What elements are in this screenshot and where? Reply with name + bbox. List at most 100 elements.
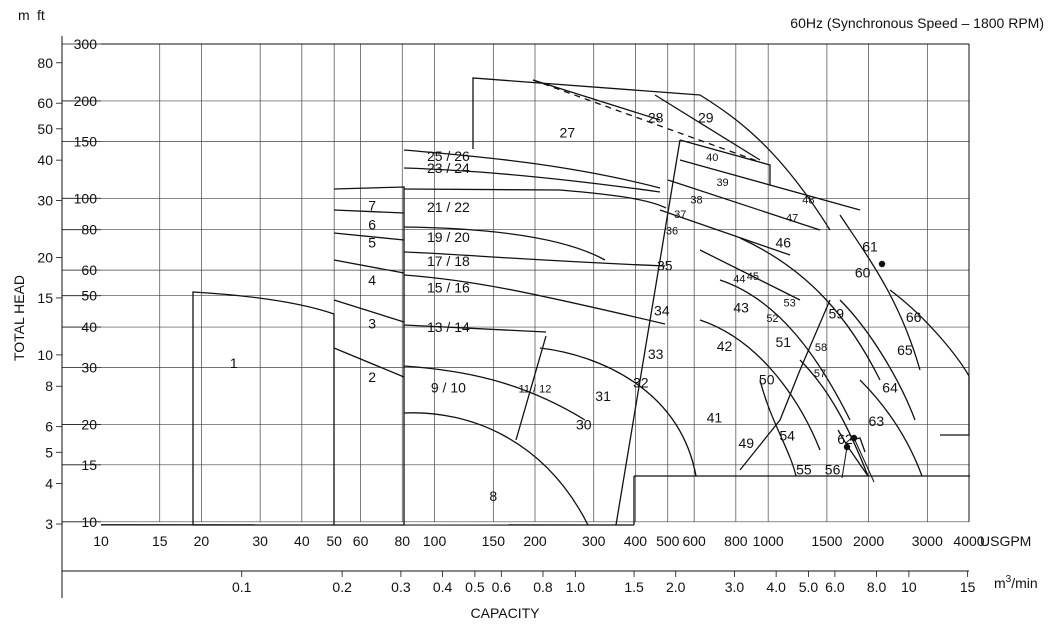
zone-label: 9 / 10: [431, 380, 466, 396]
zone-boundary: [532, 79, 661, 121]
x-tick-label-m3min: 0.3: [391, 579, 411, 595]
zone-label: 33: [648, 346, 664, 362]
zone-label: 7: [368, 198, 376, 214]
y-tick-label-m: 80: [37, 55, 53, 71]
zone-label: 5: [368, 235, 376, 251]
zone-label: 60: [855, 264, 871, 280]
zone-label: 57: [814, 368, 826, 380]
zone-boundary: [659, 209, 791, 256]
x-tick-label-m3min: 0.1: [232, 579, 252, 595]
zone-boundary: [403, 324, 547, 333]
zone-boundary: [739, 237, 881, 381]
zone-label: 36: [666, 226, 678, 238]
zone-boundary: [759, 379, 797, 477]
zone-boundary: [654, 94, 761, 161]
x-tick-label-m3min: 6.0: [825, 579, 845, 595]
chart-title: 60Hz (Synchronous Speed – 1800 RPM): [790, 15, 1044, 31]
x-tick-label-usgpm: 150: [482, 533, 506, 549]
zone-boundary: [799, 359, 869, 477]
zone-boundary: [403, 167, 661, 193]
zone-boundary: [719, 279, 851, 421]
zone-label: 53: [784, 297, 796, 309]
x-tick-label-usgpm: 30: [252, 533, 268, 549]
zone-boundary: [739, 299, 831, 471]
x-tick-label-usgpm: 50: [326, 533, 342, 549]
zone-label: 1: [230, 355, 238, 371]
x-axis-label: CAPACITY: [471, 605, 541, 621]
x-tick-label-usgpm: 80: [394, 533, 410, 549]
zone-boundary: [403, 251, 666, 267]
zone-boundary: [889, 289, 970, 377]
leader-line: [841, 446, 848, 479]
x-tick-label-m3min: 2.0: [666, 579, 686, 595]
zone-label: 63: [869, 413, 885, 429]
x-tick-label-m3min: 5.0: [799, 579, 819, 595]
zone-label: 52: [766, 313, 778, 325]
y-tick-label-ft: 200: [74, 93, 98, 109]
zone-boundary: [192, 291, 335, 526]
y-tick-label-m: 3: [45, 516, 53, 532]
zone-label: 55: [796, 462, 812, 478]
y-tick-label-ft: 50: [81, 288, 97, 304]
y-tick-label-ft: 30: [81, 359, 97, 375]
y-tick-label-ft: 150: [74, 133, 98, 149]
zone-label: 37: [674, 209, 686, 221]
x-tick-label-m3min: 15: [960, 579, 976, 595]
zone-boundaries: [100, 77, 970, 526]
x-tick-label-usgpm: 3000: [912, 533, 943, 549]
x-tick-label-m3min: 1.5: [624, 579, 644, 595]
x-tick-label-m3min: 4.0: [766, 579, 786, 595]
zone-label: 58: [815, 342, 827, 354]
zone-boundary: [403, 274, 666, 325]
zone-boundary: [515, 335, 547, 441]
x-tick-label-usgpm: 20: [194, 533, 210, 549]
y-axis-label: TOTAL HEAD: [11, 275, 27, 361]
zone-label: 51: [775, 334, 791, 350]
y-unit-ft: ft: [37, 7, 45, 23]
zone-boundary: [699, 319, 821, 451]
zone-label: 3: [368, 316, 376, 332]
zone-boundary: [403, 188, 667, 209]
zone-boundary: [333, 209, 405, 214]
zone-label: 48: [802, 194, 814, 206]
zone-label: 32: [633, 374, 649, 390]
zone-label: 31: [595, 388, 611, 404]
x-tick-label-usgpm: 100: [423, 533, 447, 549]
y-tick-label-ft: 40: [81, 319, 97, 335]
zone-label: 23 / 24: [427, 160, 470, 176]
x-tick-label-m3min: 0.4: [433, 579, 453, 595]
x-tick-label-usgpm: 1000: [753, 533, 784, 549]
y-tick-label-m: 40: [37, 152, 53, 168]
zone-boundary: [403, 412, 589, 526]
zone-label: 25 / 26: [427, 148, 470, 164]
zone-label: 46: [775, 235, 791, 251]
zone-label: 50: [759, 372, 775, 388]
y-tick-label-m: 60: [37, 95, 53, 111]
zone-boundary: [539, 347, 697, 477]
x-tick-label-m3min: 0.5: [465, 579, 485, 595]
x-unit-m3min: m3/min: [994, 574, 1038, 591]
zone-label: 27: [560, 124, 576, 140]
zone-label: 17 / 18: [427, 253, 470, 269]
y-unit-m: m: [18, 7, 30, 23]
y-tick-label-m: 5: [45, 444, 53, 460]
marker-dot: [878, 260, 886, 268]
y-tick-label-ft: 60: [81, 262, 97, 278]
zone-label: 15 / 16: [427, 280, 470, 296]
zone-boundary: [403, 365, 586, 421]
zone-label: 49: [739, 435, 755, 451]
x-tick-label-usgpm: 800: [724, 533, 748, 549]
x-tick-label-m3min: 3.0: [725, 579, 745, 595]
zone-boundary: [667, 179, 821, 231]
x-tick-label-usgpm: 15: [152, 533, 168, 549]
zone-label: 56: [825, 462, 841, 478]
zone-boundary-dashed: [532, 79, 761, 163]
y-tick-label-ft: 20: [81, 416, 97, 432]
y-tick-label-ft: 100: [74, 190, 98, 206]
zone-label: 29: [698, 109, 714, 125]
x-tick-label-m3min: 1.0: [566, 579, 586, 595]
zone-boundary: [679, 139, 771, 185]
zone-label: 8: [489, 488, 497, 504]
zone-label: 62: [837, 431, 853, 447]
zone-boundary: [839, 214, 921, 371]
